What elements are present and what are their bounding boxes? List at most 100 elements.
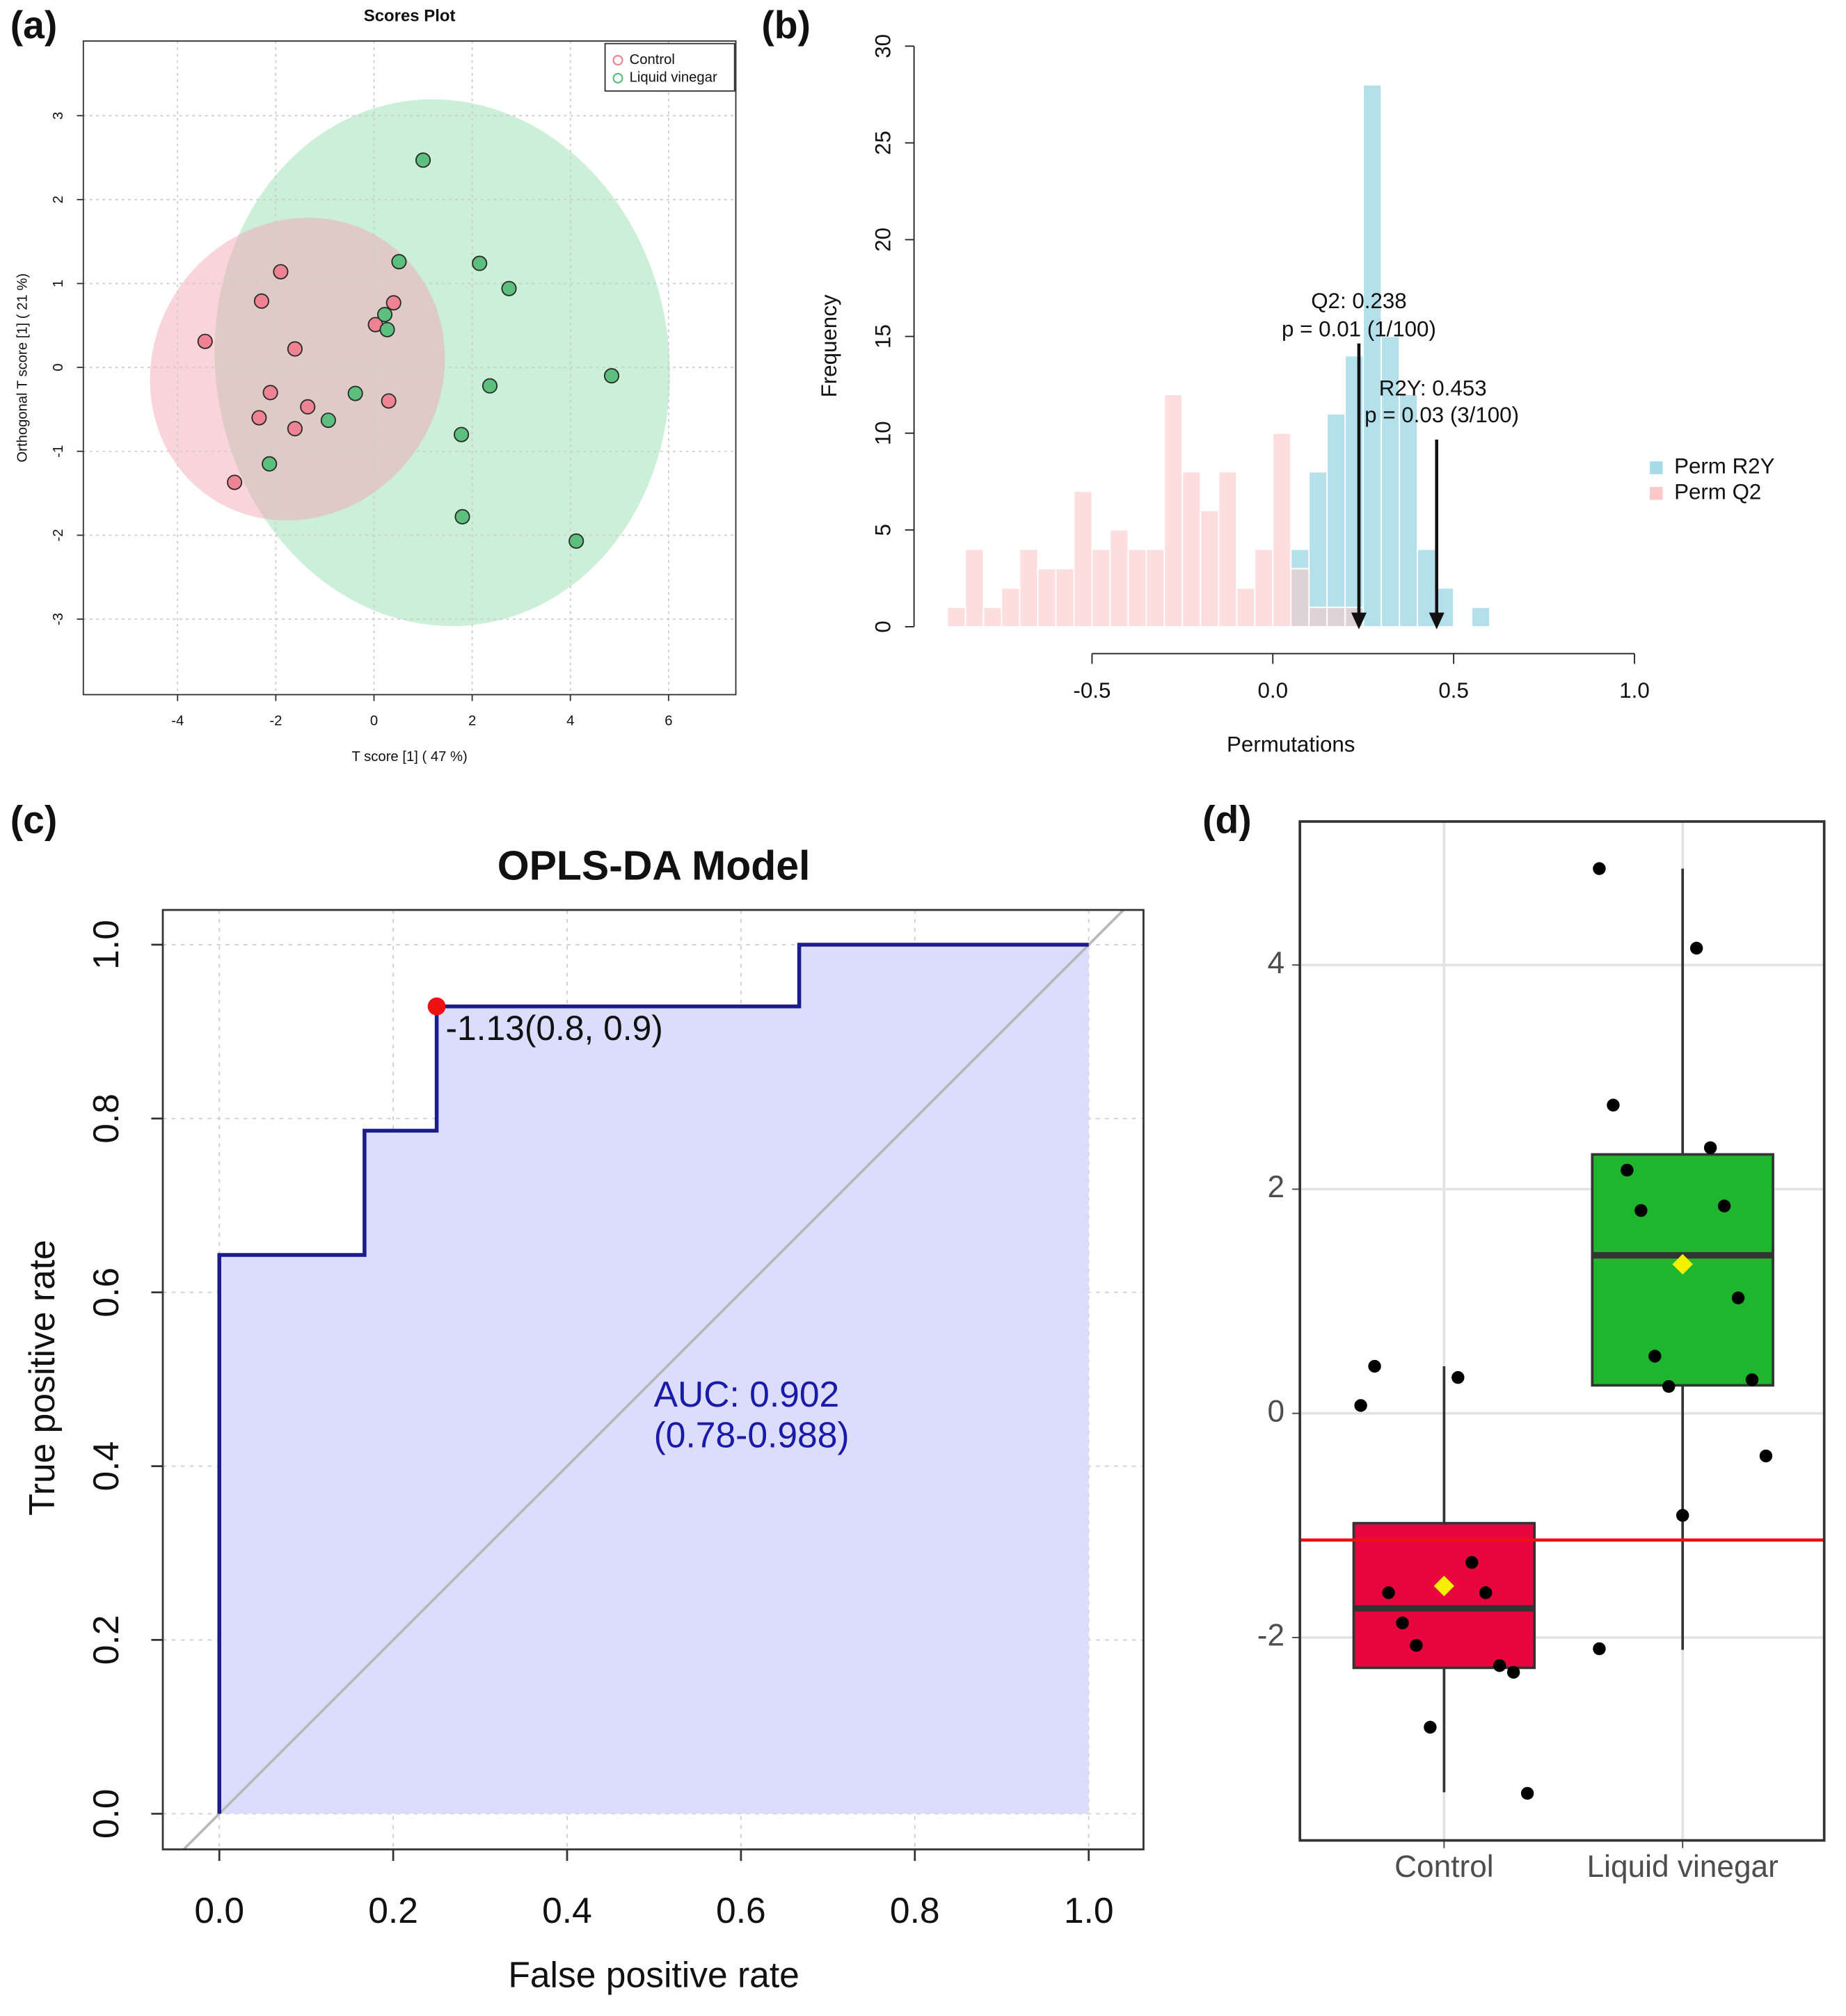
point <box>1745 1373 1759 1386</box>
point <box>1689 941 1703 955</box>
point <box>227 474 243 490</box>
bar <box>1254 548 1274 627</box>
bar <box>1109 529 1129 627</box>
x-tick-label: 1.0 <box>1619 678 1650 703</box>
x-tick-label: 0.2 <box>368 1890 418 1930</box>
y-tick-label: -3 <box>51 613 66 625</box>
point <box>391 254 407 270</box>
bar <box>982 607 1003 627</box>
x-tick-label: 0.8 <box>890 1890 940 1930</box>
y-tick-label: 0.6 <box>86 1267 126 1318</box>
bar <box>1127 548 1147 627</box>
auc-label: AUC: 0.902 <box>654 1374 840 1414</box>
point <box>1368 1359 1381 1373</box>
bar <box>1308 471 1328 627</box>
point <box>454 426 470 442</box>
x-tick-label: 0.5 <box>1438 678 1469 703</box>
x-tick-label: -4 <box>171 714 184 729</box>
ellipse-control <box>150 217 445 521</box>
diagonal <box>182 909 1124 1850</box>
chart-title: OPLS-DA Model <box>498 844 811 889</box>
point <box>454 509 470 525</box>
x-axis-label: T score [1] ( 47 %) <box>352 749 468 765</box>
x-tick-label: 6 <box>665 714 672 729</box>
legend-marker <box>612 72 623 83</box>
bar <box>1037 568 1057 627</box>
confidence-ellipses <box>150 99 670 626</box>
x-tick-label: 0.6 <box>716 1890 766 1930</box>
chart-title: Scores Plot <box>364 6 456 25</box>
bar <box>1399 394 1419 627</box>
annotation: p = 0.03 (3/100) <box>1364 403 1519 427</box>
bar <box>964 548 985 627</box>
mean-marker <box>1433 1576 1455 1597</box>
point <box>415 152 431 168</box>
x-tick-label: 2 <box>468 714 476 729</box>
bar <box>1326 607 1346 627</box>
point <box>1662 1379 1676 1393</box>
point <box>472 255 488 271</box>
point <box>1396 1616 1409 1630</box>
y-axis-label: Frequency <box>817 294 841 397</box>
x-tick-label: Liquid vinegar <box>1587 1850 1779 1884</box>
ellipse-liquid-vinegar <box>214 99 670 626</box>
y-tick-label: 2 <box>1267 1170 1284 1204</box>
y-tick-label: 30 <box>870 34 895 58</box>
y-tick-label: 15 <box>870 324 895 349</box>
x-tick-label: -2 <box>269 714 282 729</box>
arrow-head <box>1351 612 1367 630</box>
point <box>1506 1665 1520 1679</box>
point <box>287 341 303 357</box>
point <box>1520 1786 1534 1800</box>
bar <box>1001 587 1021 627</box>
y-tick-label: 3 <box>51 112 66 120</box>
point <box>251 410 267 426</box>
bar <box>1073 490 1093 627</box>
point <box>1451 1370 1465 1384</box>
legend-box <box>604 42 735 92</box>
x-axis-label: False positive rate <box>508 1954 799 1994</box>
point <box>1465 1555 1479 1569</box>
point <box>1593 1642 1606 1656</box>
arrow-head <box>1429 612 1445 630</box>
y-tick-label: 0 <box>870 621 895 632</box>
bar <box>1055 568 1075 627</box>
plot-frame <box>82 40 737 696</box>
bar <box>1163 394 1184 627</box>
point <box>347 385 363 401</box>
legend-label: Control <box>630 52 675 67</box>
point <box>262 385 278 401</box>
y-tick-label: 5 <box>870 524 895 536</box>
point <box>1410 1639 1423 1652</box>
point <box>1621 1163 1634 1177</box>
y-tick-label: 1.0 <box>86 920 126 970</box>
point <box>262 456 278 472</box>
annotation: Q2: 0.238 <box>1311 289 1406 313</box>
bar <box>1091 548 1111 627</box>
point <box>1634 1203 1648 1217</box>
x-tick-label: -0.5 <box>1073 678 1111 703</box>
point <box>320 413 336 429</box>
point <box>385 295 401 311</box>
roc-curve <box>217 943 1089 1814</box>
point <box>1424 1720 1437 1734</box>
x-tick-label: 0.0 <box>1258 678 1289 703</box>
x-tick-label: Control <box>1394 1850 1494 1884</box>
bar <box>1362 84 1383 627</box>
bar <box>1344 355 1364 627</box>
point <box>1607 1098 1620 1112</box>
panel-label: (c) <box>10 798 58 841</box>
point <box>501 280 517 296</box>
point <box>376 307 393 323</box>
y-tick-label: 2 <box>51 195 66 203</box>
y-tick-label: -1 <box>51 445 66 458</box>
legend-swatch <box>1650 461 1663 474</box>
x-tick-label: 0 <box>370 714 378 729</box>
bar <box>1218 471 1238 627</box>
legend-label: Perm Q2 <box>1674 480 1761 504</box>
y-axis-label: Orthogonal T score [1] ( 21 %) <box>15 273 31 463</box>
y-tick-label: 0 <box>51 364 66 371</box>
highlight-point <box>427 997 446 1016</box>
y-tick-label: 25 <box>870 131 895 155</box>
auc-label: (0.78-0.988) <box>654 1415 850 1455</box>
